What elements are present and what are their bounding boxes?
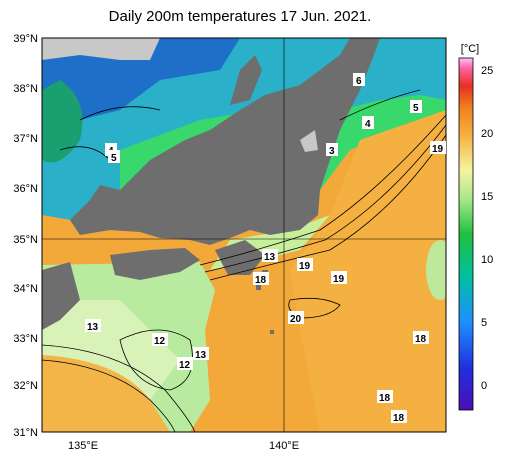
- lat-label: 39°N: [13, 33, 38, 45]
- colorbar-tick: 10: [481, 254, 493, 266]
- lat-label: 33°N: [13, 333, 38, 345]
- contour-label: 18: [255, 275, 267, 286]
- contour-label: 12: [154, 336, 166, 347]
- lon-label: 140°E: [269, 440, 299, 452]
- contour-label: 18: [379, 393, 391, 404]
- land: [42, 38, 380, 334]
- colorbar-tick: 5: [481, 317, 487, 329]
- colorbar-tick: 25: [481, 65, 493, 77]
- contours: [42, 89, 446, 432]
- contour-label: 20: [290, 314, 302, 325]
- lat-label: 35°N: [13, 234, 38, 246]
- contour-label: 12: [179, 360, 191, 371]
- colorbar-tick: 20: [481, 128, 493, 140]
- land-secondary: [42, 38, 318, 152]
- contour-label: 5: [111, 153, 117, 164]
- contour-label: 19: [333, 274, 345, 285]
- contour-label: 19: [432, 144, 444, 155]
- contour-label: 18: [415, 334, 427, 345]
- lat-axis: 39°N 38°N 37°N 36°N 35°N 34°N 33°N 32°N …: [13, 33, 38, 439]
- lon-label: 135°E: [68, 440, 98, 452]
- contour-labels: 6 5 4 4 5 3 19 13 19 19 18 20 13 12 12 1…: [85, 73, 446, 424]
- colorbar-tick: 15: [481, 191, 493, 203]
- contour-label: 13: [195, 350, 207, 361]
- contour-label: 19: [299, 261, 311, 272]
- map-title: Daily 200m temperatures 17 Jun. 2021.: [108, 8, 372, 25]
- lat-label: 36°N: [13, 183, 38, 195]
- lat-label: 34°N: [13, 283, 38, 295]
- lon-axis: 135°E 140°E: [68, 440, 299, 452]
- map-frame: [41, 37, 447, 433]
- lat-label: 32°N: [13, 380, 38, 392]
- contour-label: 4: [365, 119, 371, 130]
- contour-label: 6: [356, 76, 362, 87]
- contour-label: 5: [413, 103, 419, 114]
- lat-label: 38°N: [13, 83, 38, 95]
- contour-label: 3: [329, 146, 335, 157]
- lat-label: 31°N: [13, 427, 38, 439]
- colorbar-tick: 0: [481, 380, 487, 392]
- contour-label: 13: [87, 322, 99, 333]
- colorbar: [°C] 25 20 15 10 5 0: [458, 43, 493, 411]
- lat-label: 37°N: [13, 133, 38, 145]
- contour-label: 18: [393, 413, 405, 424]
- contour-label: 13: [264, 252, 276, 263]
- graticule: [42, 38, 446, 432]
- colorbar-unit: [°C]: [461, 43, 479, 55]
